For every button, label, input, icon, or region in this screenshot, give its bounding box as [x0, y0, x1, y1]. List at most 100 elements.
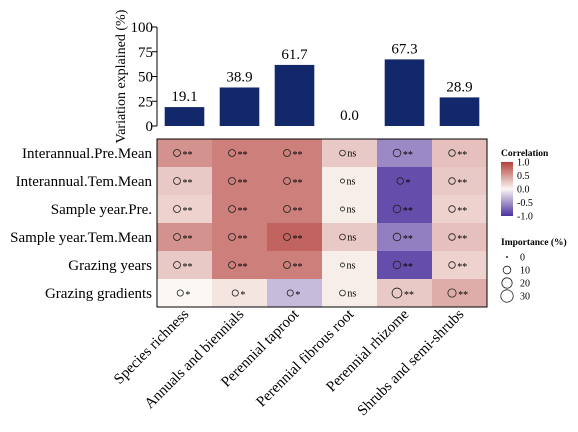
heatmap-cell — [377, 167, 433, 196]
heatmap-cell — [157, 279, 213, 308]
importance-marker — [228, 261, 236, 269]
heatmap-cell — [267, 251, 323, 280]
heatmap-cell — [157, 251, 213, 280]
heatmap-cell — [322, 279, 378, 308]
heatmap-row-label: Grazing gradients — [45, 286, 152, 302]
importance-marker — [392, 260, 402, 270]
importance-marker — [173, 149, 181, 157]
importance-marker — [396, 177, 404, 185]
significance-label: ** — [237, 206, 247, 217]
significance-label: ** — [403, 150, 413, 161]
heatmap-cell — [212, 251, 268, 280]
importance-legend-label: 0 — [520, 253, 525, 264]
bar-y-tick-label: 0 — [146, 119, 154, 135]
significance-label: ** — [457, 150, 467, 161]
heatmap-cell — [212, 167, 268, 196]
heatmap-cell — [432, 195, 488, 224]
heatmap-cell — [157, 167, 213, 196]
significance-label: ** — [237, 150, 247, 161]
correlation-heatmap: ** ** ** ns ** **** ** ** ns * **** ** ** ns ** **** ** *… — [10, 138, 488, 419]
heatmap-cell — [377, 279, 433, 308]
heatmap-cell — [157, 223, 213, 252]
heatmap-cell — [212, 279, 268, 308]
importance-marker — [391, 287, 403, 299]
importance-marker — [340, 178, 345, 184]
significance-label: ** — [292, 262, 302, 273]
significance-label: ** — [237, 178, 247, 189]
bar — [219, 87, 260, 126]
significance-label: ** — [403, 262, 413, 273]
heatmap-cell — [267, 167, 323, 196]
heatmap-cell — [432, 251, 488, 280]
importance-marker — [283, 177, 291, 185]
importance-marker — [283, 205, 291, 213]
importance-marker — [283, 261, 291, 269]
significance-label: ** — [292, 206, 302, 217]
significance-label: ** — [182, 262, 192, 273]
importance-marker — [173, 177, 181, 185]
importance-marker — [283, 233, 291, 241]
importance-marker — [173, 233, 181, 241]
bar-value-label: 28.9 — [446, 79, 472, 95]
importance-marker — [339, 289, 346, 297]
bar-value-label: 61.7 — [281, 47, 308, 63]
heatmap-cell — [322, 167, 378, 196]
significance-label: ** — [457, 178, 467, 189]
bar-value-label: 0.0 — [340, 108, 359, 124]
significance-label: * — [295, 290, 300, 301]
correlation-color-bar — [501, 162, 513, 216]
bar — [384, 59, 425, 126]
importance-marker — [340, 206, 345, 212]
heatmap-row-labels: Interannual.Pre.Mean Interannual.Tem.Mean… — [10, 146, 152, 302]
significance-label: ** — [404, 290, 414, 301]
heatmap-cell — [267, 279, 323, 308]
bar-y-tick-label: 75 — [138, 45, 153, 61]
importance-legend-label: 10 — [520, 266, 530, 277]
significance-label: ** — [237, 234, 247, 245]
importance-marker — [340, 262, 345, 268]
heatmap-cell — [267, 223, 323, 252]
heatmap-cell — [212, 195, 268, 224]
importance-marker — [286, 289, 294, 297]
significance-label: ns — [347, 205, 356, 216]
bar — [164, 107, 205, 126]
heatmap-column-label: Annuals and biennials — [142, 306, 248, 412]
significance-label: ** — [458, 290, 468, 301]
importance-marker — [448, 205, 456, 213]
correlation-legend: Correlation 1.0 0.5 0.0 -0.5 -1.0 — [501, 149, 549, 223]
correlation-legend-title: Correlation — [501, 149, 549, 159]
bar-y-tick-label: 50 — [138, 70, 153, 86]
heatmap-cell — [212, 139, 268, 168]
heatmap-row-label: Interannual.Tem.Mean — [16, 174, 153, 190]
heatmap-cell — [432, 167, 488, 196]
significance-label: * — [406, 178, 411, 189]
heatmap-cell — [432, 279, 488, 308]
importance-marker — [176, 289, 184, 297]
significance-label: ** — [182, 206, 192, 217]
bar-y-axis-title: Variation explained (%) — [114, 9, 129, 143]
heatmap-border — [156, 138, 488, 308]
importance-marker — [173, 205, 181, 213]
significance-label: ** — [182, 178, 192, 189]
bar — [274, 64, 315, 126]
heatmap-row-label: Sample year.Pre. — [51, 202, 152, 218]
heatmap-cell — [322, 195, 378, 224]
significance-label: ** — [292, 178, 302, 189]
significance-label: ** — [237, 262, 247, 273]
heatmap-column-label: Perennial fibrous root — [254, 306, 358, 410]
importance-marker — [392, 148, 402, 158]
bar-y-ticks: 0 25 50 75 100 — [131, 20, 157, 135]
importance-marker — [448, 177, 456, 185]
correlation-legend-tick: -1.0 — [517, 212, 533, 223]
bar-value-label: 38.9 — [226, 69, 252, 85]
importance-marker — [339, 149, 346, 157]
heatmap-cell — [377, 139, 433, 168]
importance-marker — [448, 233, 456, 241]
importance-marker — [228, 233, 236, 241]
importance-marker — [173, 261, 181, 269]
heatmap-cell — [377, 223, 433, 252]
significance-label: ** — [292, 234, 302, 245]
heatmap-row-label: Grazing years — [68, 258, 152, 274]
